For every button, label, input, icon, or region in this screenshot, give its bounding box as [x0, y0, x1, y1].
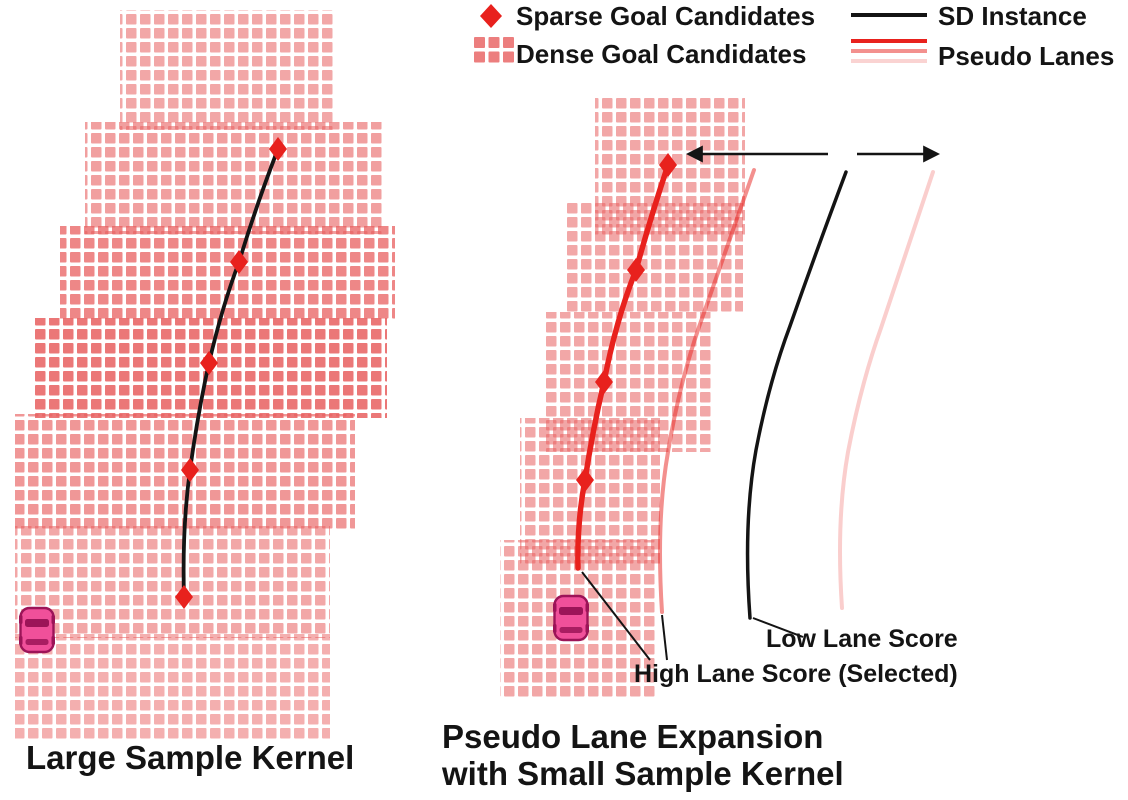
diamond-icon: [480, 4, 502, 28]
dense-grid-block: [60, 226, 395, 322]
ego-car-left-icon: [17, 606, 57, 654]
legend-label-pseudo: Pseudo Lanes: [938, 41, 1115, 71]
legend-label-sparse: Sparse Goal Candidates: [516, 1, 816, 31]
sd-line-icon: [851, 13, 927, 17]
pointer-high-to-lane: [661, 614, 668, 661]
annotation-low-lane-score: Low Lane Score: [766, 625, 958, 653]
annotation-high-lane-score: High Lane Score (Selected): [634, 660, 958, 688]
ego-car-right-icon: [551, 594, 591, 642]
dense-grid-block: [85, 122, 385, 234]
dense-grid-block: [15, 526, 330, 638]
pseudo-lane-low-score: [838, 170, 935, 610]
right-panel-caption-line2: with Small Sample Kernel: [442, 755, 844, 792]
dense-grid-block: [15, 634, 330, 742]
sd-instance-curve-right: [745, 170, 848, 620]
dense-grid-block: [120, 10, 333, 130]
pointer-high-to-trajectory: [581, 571, 651, 661]
pseudo-lanes-icon: [851, 39, 927, 63]
pointer-low-to-lane: [752, 617, 804, 638]
right-panel-caption-line1: Pseudo Lane Expansion: [442, 718, 824, 755]
pointer-lines: [581, 571, 804, 661]
legend-label-sd: SD Instance: [938, 1, 1087, 31]
dense-grid-block: [565, 200, 743, 312]
legend-label-dense: Dense Goal Candidates: [516, 39, 807, 69]
dense-grid-icon: [474, 37, 514, 63]
left-panel-caption: Large Sample Kernel: [26, 739, 355, 776]
pseudo-lane-mid: [658, 168, 756, 614]
right-dense-grids: [500, 95, 745, 700]
